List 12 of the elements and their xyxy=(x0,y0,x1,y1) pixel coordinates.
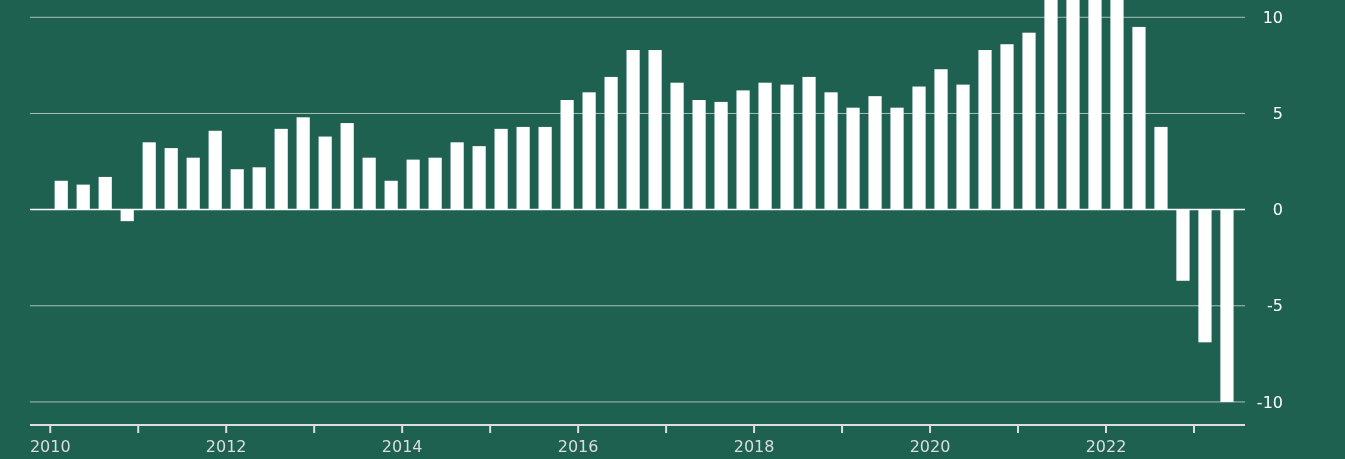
x-tick-label: 2012 xyxy=(205,437,247,456)
y-tick-label: 0 xyxy=(1272,200,1283,220)
y-tick-label: -5 xyxy=(1267,296,1283,316)
x-tick-label: 2014 xyxy=(381,437,423,456)
y-tick-label: 5 xyxy=(1272,104,1283,124)
x-tick-label: 2022 xyxy=(1085,437,1127,456)
x-tick-label: 2020 xyxy=(909,437,951,456)
y-tick-label: 10 xyxy=(1262,7,1283,27)
y-tick-label: -10 xyxy=(1256,392,1283,412)
x-tick-label: 2018 xyxy=(733,437,775,456)
x-tick-label: 2016 xyxy=(557,437,599,456)
x-tick-label: 2010 xyxy=(29,437,71,456)
